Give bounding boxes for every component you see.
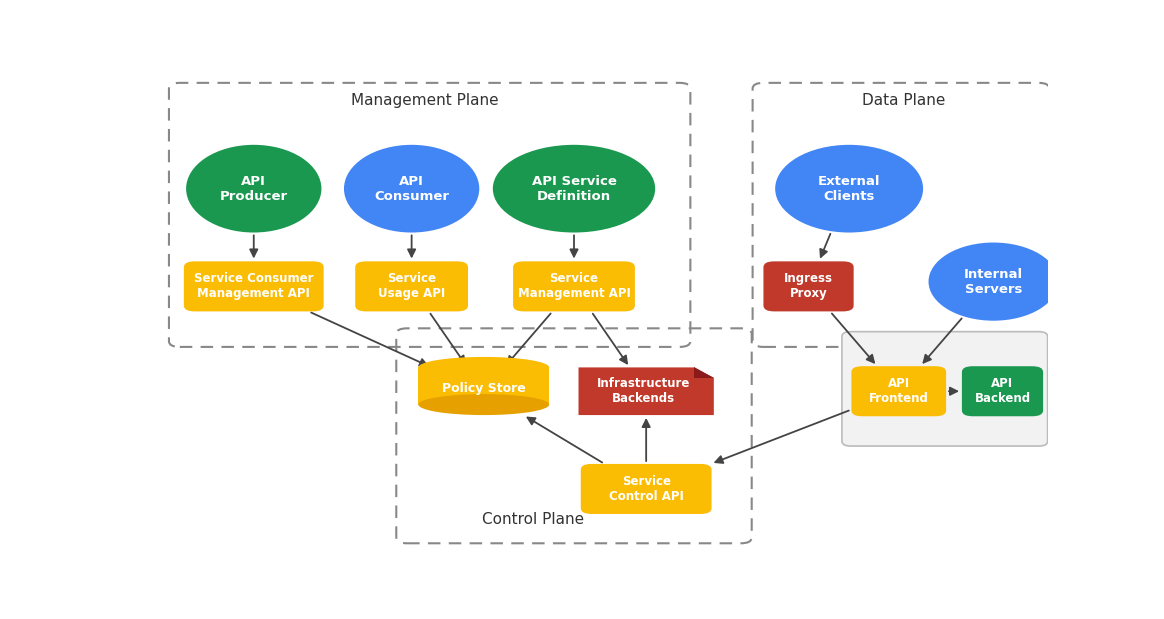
Text: API
Frontend: API Frontend <box>868 377 929 405</box>
FancyBboxPatch shape <box>842 332 1048 446</box>
Ellipse shape <box>929 243 1058 321</box>
Text: Data Plane: Data Plane <box>861 93 945 108</box>
Text: API
Backend: API Backend <box>974 377 1030 405</box>
Ellipse shape <box>418 394 549 415</box>
Text: Policy Store: Policy Store <box>442 382 526 395</box>
Ellipse shape <box>186 145 321 233</box>
Polygon shape <box>418 368 549 405</box>
Text: Management Plane: Management Plane <box>352 93 499 108</box>
Polygon shape <box>579 368 714 415</box>
Text: Service
Usage API: Service Usage API <box>378 272 446 300</box>
Text: Infrastructure
Backends: Infrastructure Backends <box>596 377 690 405</box>
Text: Internal
Servers: Internal Servers <box>964 267 1023 296</box>
FancyBboxPatch shape <box>851 366 946 416</box>
Text: Ingress
Proxy: Ingress Proxy <box>785 272 833 300</box>
Ellipse shape <box>345 145 480 233</box>
Text: External
Clients: External Clients <box>818 175 880 202</box>
FancyBboxPatch shape <box>513 261 634 311</box>
Ellipse shape <box>492 145 655 233</box>
Text: Service
Control API: Service Control API <box>609 475 683 503</box>
FancyBboxPatch shape <box>764 261 853 311</box>
Ellipse shape <box>775 145 923 233</box>
Text: Service Consumer
Management API: Service Consumer Management API <box>194 272 313 300</box>
Polygon shape <box>694 368 714 378</box>
Text: Control Plane: Control Plane <box>482 513 584 527</box>
Text: API
Producer: API Producer <box>220 175 288 202</box>
Text: API
Consumer: API Consumer <box>374 175 449 202</box>
Ellipse shape <box>418 357 549 378</box>
Text: Service
Management API: Service Management API <box>518 272 631 300</box>
Text: API Service
Definition: API Service Definition <box>532 175 617 202</box>
FancyBboxPatch shape <box>961 366 1043 416</box>
FancyBboxPatch shape <box>581 464 711 514</box>
FancyBboxPatch shape <box>184 261 324 311</box>
FancyBboxPatch shape <box>355 261 468 311</box>
